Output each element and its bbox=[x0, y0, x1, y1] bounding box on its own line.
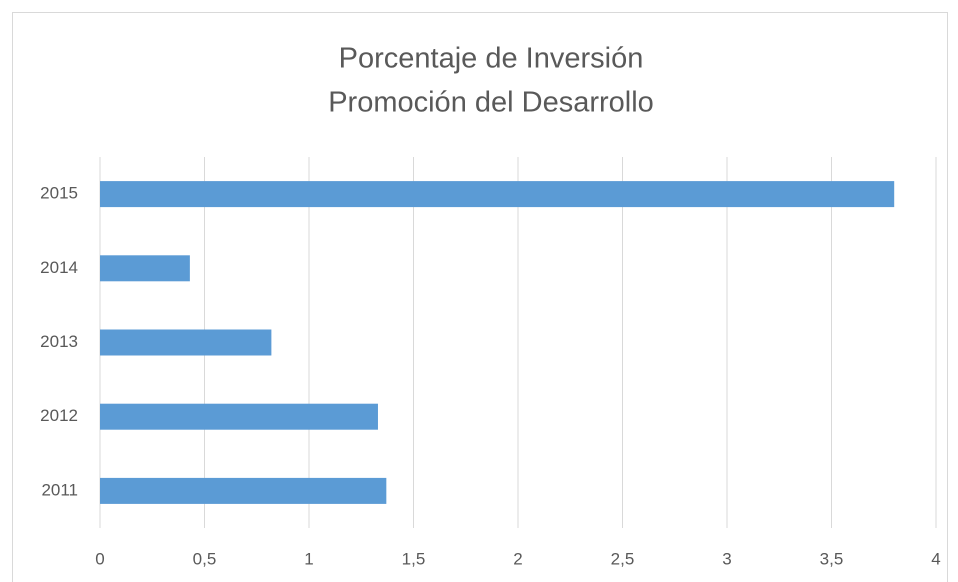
chart-title: Porcentaje de Inversión bbox=[339, 43, 644, 75]
x-tick-label: 3,5 bbox=[820, 549, 844, 568]
x-tick-label: 3 bbox=[722, 549, 731, 568]
bar bbox=[100, 255, 190, 282]
y-tick-label: 2011 bbox=[41, 480, 78, 499]
y-tick-label: 2015 bbox=[40, 184, 78, 203]
y-tick-label: 2012 bbox=[40, 406, 78, 425]
x-tick-label: 0,5 bbox=[193, 549, 217, 568]
x-tick-label: 2 bbox=[513, 549, 522, 568]
y-tick-label: 2014 bbox=[40, 258, 78, 277]
x-tick-label: 1 bbox=[304, 549, 313, 568]
bar bbox=[100, 477, 387, 504]
chart-title: Promoción del Desarrollo bbox=[328, 87, 654, 119]
x-tick-label: 1,5 bbox=[402, 549, 426, 568]
bar bbox=[100, 403, 378, 430]
y-tick-label: 2013 bbox=[40, 332, 78, 351]
bar bbox=[100, 181, 895, 208]
x-tick-label: 0 bbox=[95, 549, 104, 568]
bar bbox=[100, 329, 272, 356]
x-tick-label: 4 bbox=[931, 549, 940, 568]
x-tick-label: 2,5 bbox=[611, 549, 635, 568]
